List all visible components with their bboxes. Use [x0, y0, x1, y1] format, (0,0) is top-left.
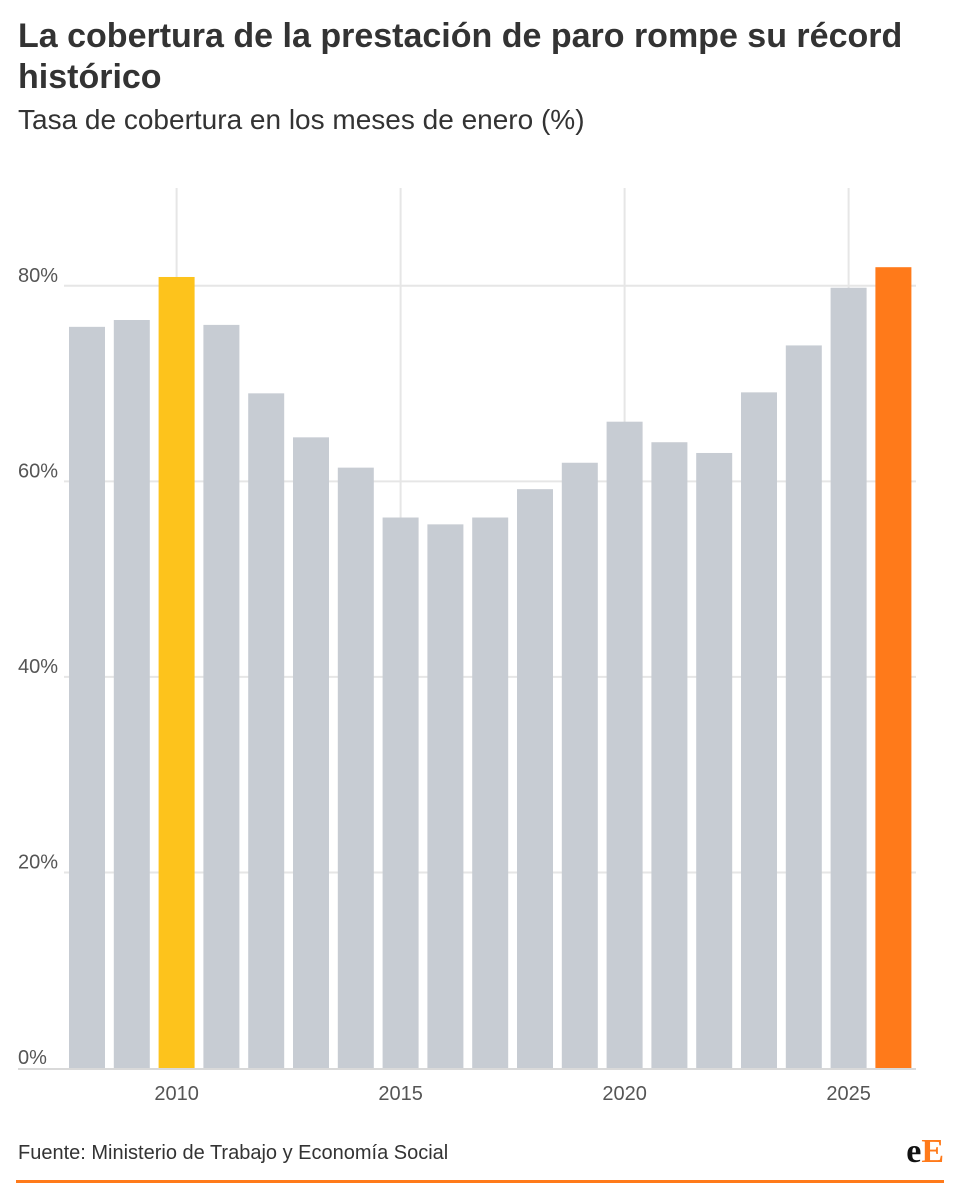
- bar-2011: [203, 324, 240, 1068]
- source-note: Fuente: Ministerio de Trabajo y Economía…: [18, 1142, 449, 1164]
- bar-2022: [696, 452, 733, 1068]
- x-tick-label: 2020: [602, 1083, 647, 1105]
- bar-2014: [337, 467, 374, 1069]
- bar-2020: [606, 421, 643, 1068]
- x-tick-label: 2015: [378, 1083, 423, 1105]
- bar-2025: [830, 287, 867, 1068]
- logo-letter-E: E: [921, 1133, 944, 1170]
- y-tick-label: 60%: [18, 460, 58, 482]
- y-tick-label: 40%: [18, 656, 58, 678]
- y-axis-labels: 0% 20% 40% 60% 80%: [18, 265, 58, 1069]
- y-tick-label: 0%: [18, 1047, 47, 1069]
- bar-2016: [427, 524, 464, 1068]
- x-tick-label: 2025: [826, 1083, 871, 1105]
- footer-rule: [16, 1180, 944, 1183]
- x-axis-labels: 2010 2015 2020 2025: [154, 1083, 871, 1105]
- bar-2017: [472, 517, 509, 1068]
- chart-subtitle: Tasa de cobertura en los meses de enero …: [18, 104, 585, 135]
- bar-2024: [785, 345, 822, 1068]
- bar-2013: [293, 437, 329, 1068]
- bar-2009: [113, 320, 150, 1068]
- bar-2010: [158, 276, 195, 1068]
- logo-letter-e: e: [906, 1133, 922, 1170]
- bar-2012: [248, 393, 285, 1068]
- bar-2019: [561, 462, 598, 1068]
- x-tick-label: 2010: [154, 1083, 199, 1105]
- bar-2026: [875, 267, 912, 1068]
- bar-2018: [517, 489, 553, 1069]
- bar-2023: [741, 392, 777, 1068]
- bar-chart: 0% 20% 40% 60% 80% 2010 2015 2020 2025: [18, 188, 916, 1105]
- chart-title: La cobertura de la prestación de paro ro…: [18, 17, 903, 96]
- publisher-logo: eE: [906, 1132, 944, 1172]
- bar-2021: [651, 442, 688, 1068]
- y-tick-label: 80%: [18, 265, 58, 287]
- bar-2015: [382, 517, 419, 1068]
- bar-2008: [69, 326, 105, 1068]
- y-tick-label: 20%: [18, 851, 58, 873]
- bars: [69, 267, 912, 1069]
